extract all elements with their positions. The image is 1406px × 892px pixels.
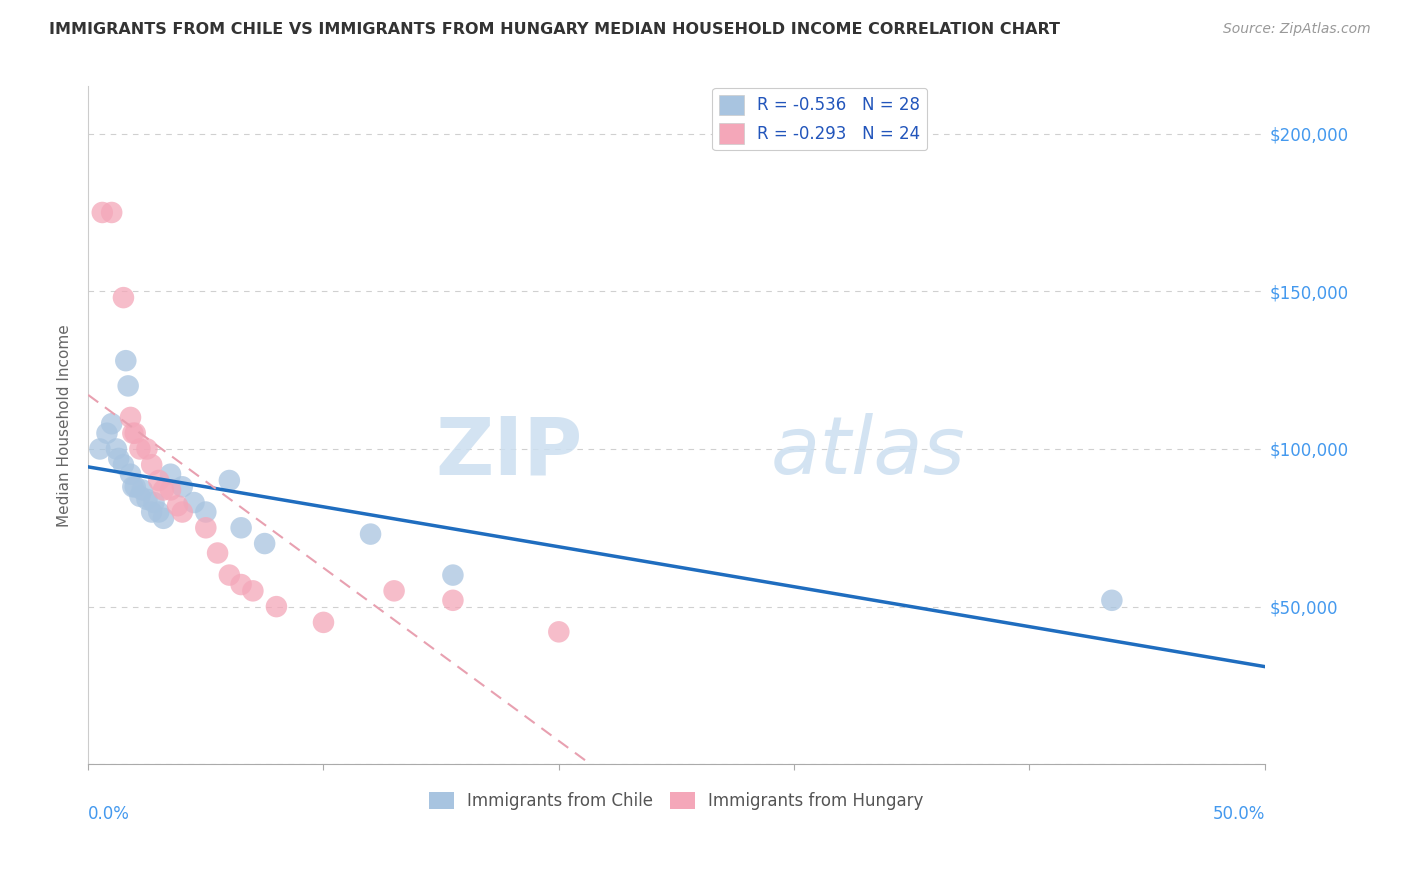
Point	[152, 483, 174, 497]
Point	[266, 599, 288, 614]
Point	[129, 442, 152, 456]
Point	[229, 577, 252, 591]
Point	[124, 480, 146, 494]
Legend: Immigrants from Chile, Immigrants from Hungary: Immigrants from Chile, Immigrants from H…	[422, 786, 931, 817]
Point	[100, 417, 122, 431]
Text: 0.0%: 0.0%	[89, 805, 129, 823]
Point	[441, 568, 464, 582]
Point	[136, 492, 159, 507]
Point	[136, 442, 159, 456]
Point	[117, 379, 139, 393]
Text: ZIP: ZIP	[434, 413, 582, 491]
Point	[141, 505, 163, 519]
Point	[172, 480, 194, 494]
Point	[112, 291, 135, 305]
Point	[382, 583, 405, 598]
Point	[148, 505, 170, 519]
Point	[207, 546, 229, 560]
Point	[131, 483, 153, 497]
Point	[89, 442, 111, 456]
Point	[218, 474, 240, 488]
Point	[91, 205, 114, 219]
Point	[253, 536, 276, 550]
Y-axis label: Median Household Income: Median Household Income	[58, 324, 72, 526]
Point	[159, 467, 181, 482]
Point	[194, 505, 217, 519]
Point	[547, 624, 569, 639]
Text: IMMIGRANTS FROM CHILE VS IMMIGRANTS FROM HUNGARY MEDIAN HOUSEHOLD INCOME CORRELA: IMMIGRANTS FROM CHILE VS IMMIGRANTS FROM…	[49, 22, 1060, 37]
Point	[124, 426, 146, 441]
Point	[360, 527, 382, 541]
Point	[105, 442, 128, 456]
Point	[121, 480, 143, 494]
Point	[441, 593, 464, 607]
Text: 50.0%: 50.0%	[1212, 805, 1265, 823]
Point	[229, 521, 252, 535]
Point	[159, 483, 181, 497]
Point	[121, 426, 143, 441]
Point	[129, 489, 152, 503]
Point	[172, 505, 194, 519]
Point	[166, 499, 188, 513]
Point	[112, 458, 135, 472]
Point	[100, 205, 122, 219]
Text: Source: ZipAtlas.com: Source: ZipAtlas.com	[1223, 22, 1371, 37]
Point	[114, 353, 136, 368]
Point	[148, 474, 170, 488]
Point	[141, 458, 163, 472]
Point	[152, 511, 174, 525]
Point	[242, 583, 264, 598]
Point	[120, 410, 142, 425]
Point	[183, 495, 205, 509]
Point	[1101, 593, 1123, 607]
Point	[194, 521, 217, 535]
Point	[218, 568, 240, 582]
Point	[143, 495, 166, 509]
Point	[96, 426, 118, 441]
Point	[312, 615, 335, 630]
Point	[107, 451, 129, 466]
Text: atlas: atlas	[770, 413, 966, 491]
Point	[120, 467, 142, 482]
